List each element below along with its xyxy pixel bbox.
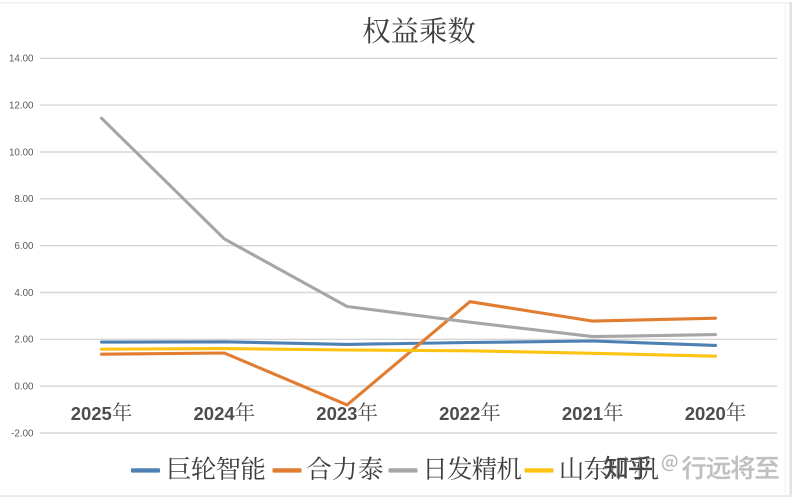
svg-text:2023: 2023 <box>316 403 357 424</box>
svg-text:2022: 2022 <box>439 403 480 424</box>
svg-text:12.00: 12.00 <box>9 101 34 112</box>
svg-text:8.00: 8.00 <box>14 194 34 205</box>
svg-text:4.00: 4.00 <box>14 288 34 299</box>
svg-text:2.00: 2.00 <box>14 335 34 346</box>
svg-text:0.00: 0.00 <box>14 382 34 393</box>
svg-text:10.00: 10.00 <box>9 147 34 158</box>
svg-text:2021: 2021 <box>562 403 603 424</box>
svg-text:-2.00: -2.00 <box>11 428 34 439</box>
svg-text:2025: 2025 <box>71 403 112 424</box>
svg-text:2024: 2024 <box>194 403 236 424</box>
svg-text:6.00: 6.00 <box>14 241 34 252</box>
svg-text:14.00: 14.00 <box>9 54 34 65</box>
svg-text:2020: 2020 <box>685 403 726 424</box>
